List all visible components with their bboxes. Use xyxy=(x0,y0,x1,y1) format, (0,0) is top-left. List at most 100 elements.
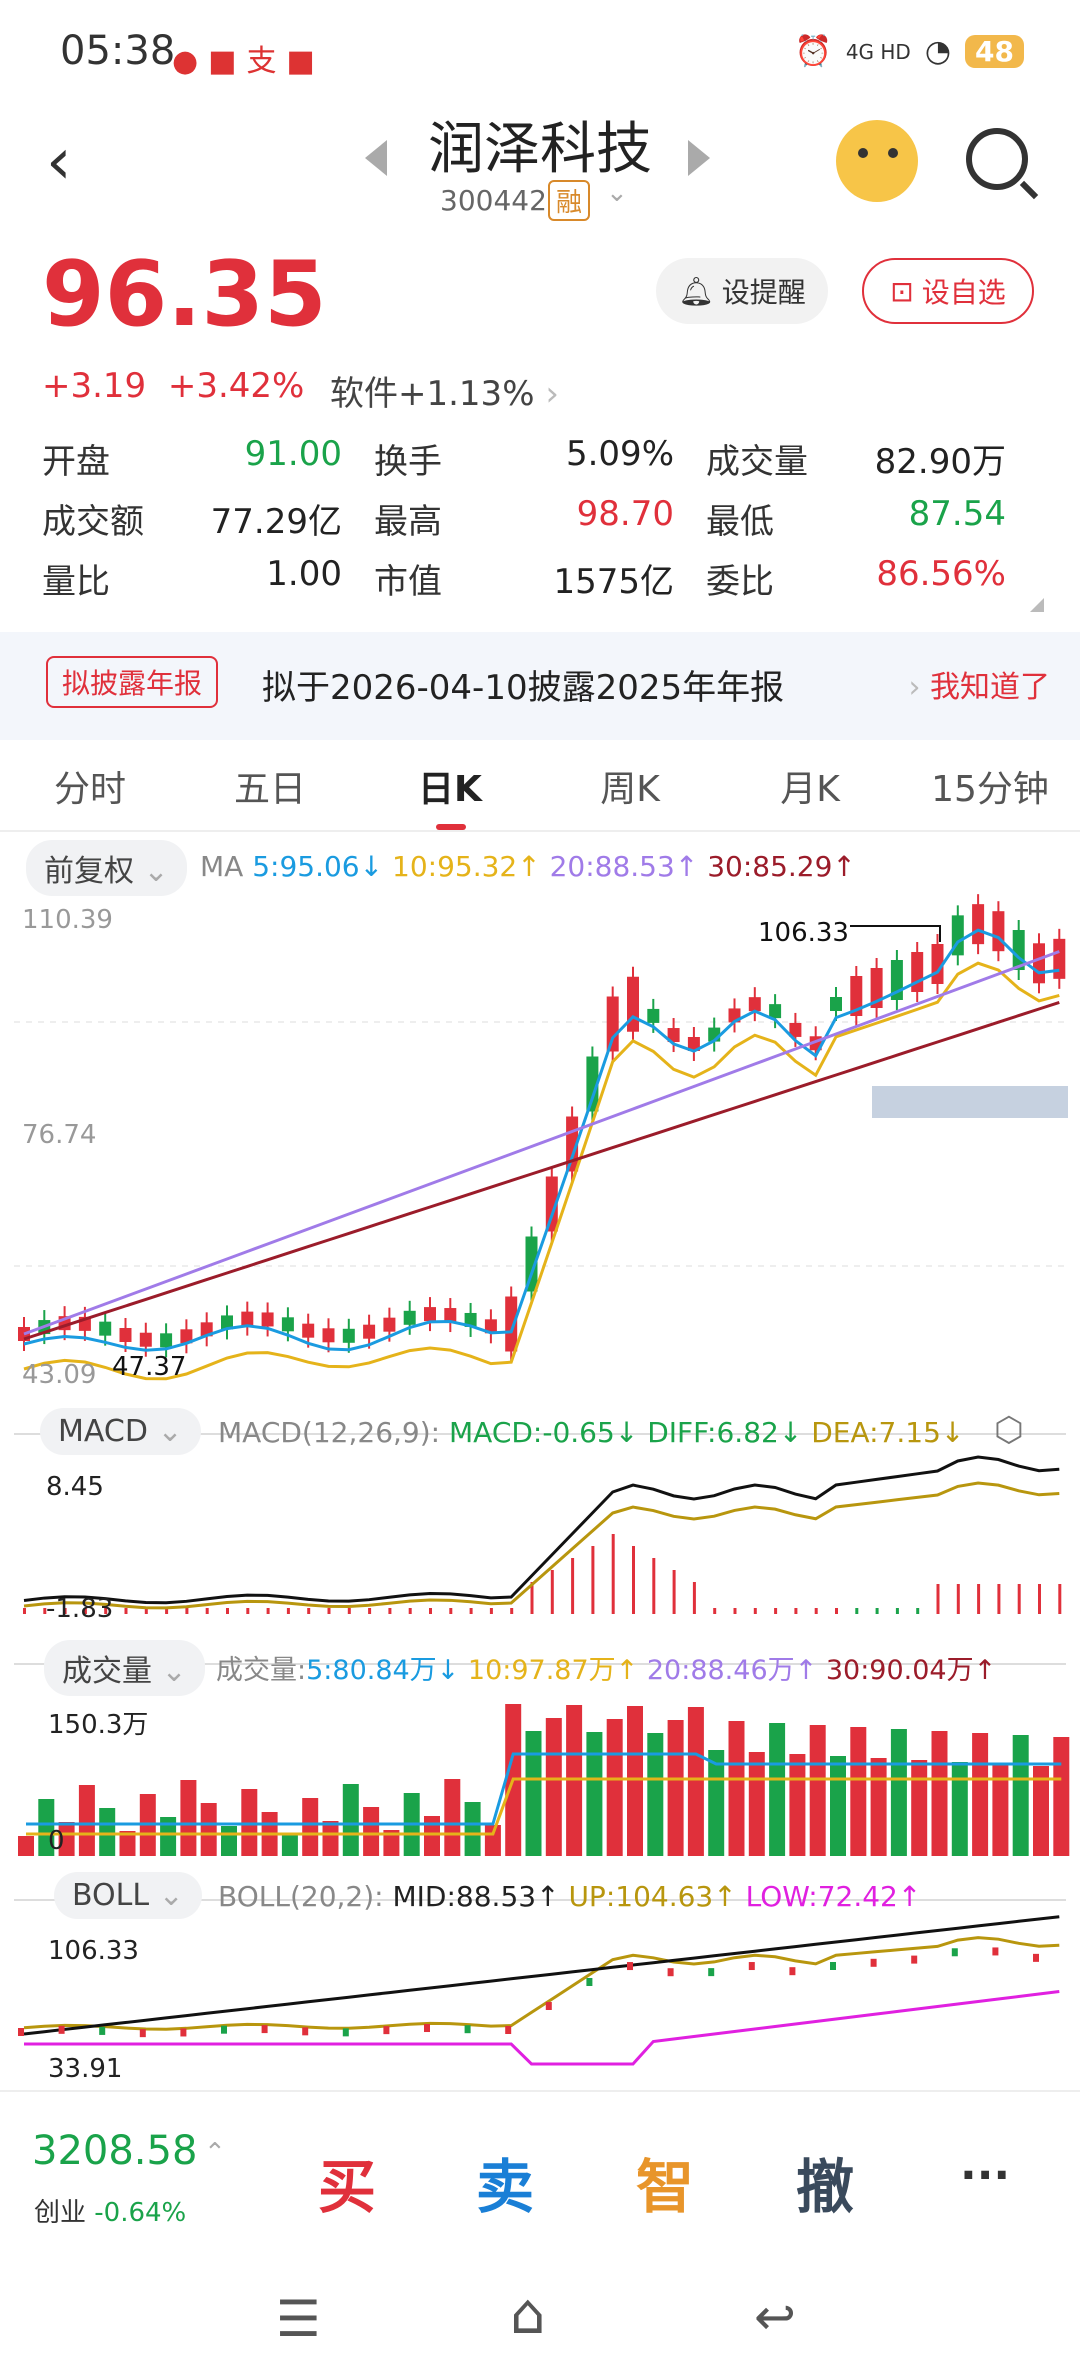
stat-label: 委比 xyxy=(706,561,774,602)
tab-1[interactable]: 五日 xyxy=(233,769,306,810)
candle xyxy=(363,1324,376,1339)
low-mark: 47.37 xyxy=(112,1352,187,1382)
stat-cell: 委比 86.56% xyxy=(706,554,1038,603)
boll-select[interactable]: BOLL ⌄ xyxy=(54,1872,202,1919)
candle xyxy=(1053,938,1066,979)
macd-bar xyxy=(692,1582,696,1614)
stat-cell: 最高 98.70 xyxy=(374,494,706,543)
candle xyxy=(647,1008,660,1023)
macd-bar xyxy=(104,1608,108,1614)
search-icon[interactable] xyxy=(966,128,1028,190)
settings-icon[interactable]: ⬡ xyxy=(994,1410,1024,1450)
dismiss-notice-button[interactable]: › 我知道了 xyxy=(908,670,1050,705)
volume-select[interactable]: 成交量 ⌄ xyxy=(44,1640,205,1696)
macd-bar xyxy=(1058,1584,1062,1614)
adjust-select[interactable]: 前复权 ⌄ xyxy=(26,840,187,896)
notice-text: 拟于2026-04-10披露2025年年报 xyxy=(262,668,785,708)
candle xyxy=(403,1310,416,1325)
dea-line xyxy=(23,1481,1060,1610)
stat-cell: 成交额 77.29亿 xyxy=(42,494,374,543)
notice-tag: 拟披露年报 xyxy=(46,656,219,708)
stat-value: 87.54 xyxy=(908,493,1006,534)
candle xyxy=(748,997,761,1012)
set-alert-button[interactable]: 🔔︎ 设提醒 xyxy=(656,258,828,324)
cancel-order-button[interactable]: 撤 xyxy=(796,2153,855,2221)
kline-chart[interactable] xyxy=(0,834,1080,2090)
macd-bar xyxy=(165,1608,169,1614)
macd-bar xyxy=(388,1608,392,1614)
tab-4[interactable]: 月K xyxy=(780,769,840,810)
macd-bar xyxy=(63,1608,67,1614)
candle xyxy=(322,1328,335,1343)
candle xyxy=(383,1317,396,1332)
candle xyxy=(586,1056,599,1112)
volume-bar xyxy=(1012,1735,1029,1856)
macd-bar xyxy=(591,1546,595,1614)
volume-bar xyxy=(748,1752,765,1856)
macd-bar xyxy=(124,1608,128,1614)
macd-bar xyxy=(733,1608,737,1614)
volume-bar xyxy=(708,1750,725,1856)
candle xyxy=(525,1236,538,1292)
macd-bar xyxy=(1038,1584,1041,1614)
index-value[interactable]: 3208.58 xyxy=(32,2128,198,2174)
tab-2[interactable]: 日K xyxy=(360,750,540,830)
more-button[interactable]: ··· xyxy=(960,2150,1011,2201)
sell-button[interactable]: 卖 xyxy=(476,2153,535,2221)
boll-candle xyxy=(545,2002,552,2010)
home-icon[interactable]: ⌂ xyxy=(510,2282,546,2347)
tab-3[interactable]: 周K xyxy=(600,769,660,810)
boll-candle xyxy=(180,2028,187,2037)
action-bar xyxy=(0,2090,1080,2262)
macd-bar xyxy=(632,1546,635,1614)
stat-cell: 量比 1.00 xyxy=(42,554,374,603)
candle xyxy=(221,1315,233,1330)
price-change: +3.19 +3.42% xyxy=(42,366,305,406)
macd-bar xyxy=(23,1608,26,1614)
macd-bar xyxy=(895,1608,899,1614)
volume-bar xyxy=(850,1727,867,1856)
volume-bar xyxy=(647,1733,664,1856)
stat-value: 77.29亿 xyxy=(210,501,342,542)
tab-5[interactable]: 15分钟 xyxy=(931,769,1049,810)
volume-bar xyxy=(342,1784,359,1856)
tab-0[interactable]: 分时 xyxy=(53,769,126,810)
menu-icon[interactable]: ☰ xyxy=(276,2290,321,2348)
prev-stock-icon[interactable] xyxy=(365,140,387,176)
volume-top: 150.3万 xyxy=(48,1710,149,1740)
boll-low-line xyxy=(24,1990,1060,2066)
volume-bar xyxy=(870,1758,887,1856)
back-nav-icon[interactable]: ↩ xyxy=(754,2288,796,2346)
volume-bar xyxy=(769,1723,786,1856)
mascot-icon[interactable] xyxy=(836,120,918,202)
next-stock-icon[interactable] xyxy=(688,140,710,176)
stock-code: 300442 xyxy=(440,184,547,217)
volume-bar xyxy=(18,1836,34,1856)
macd-select[interactable]: MACD ⌄ xyxy=(40,1408,201,1455)
macd-bar xyxy=(307,1608,311,1614)
boll-mid-line xyxy=(23,1915,1060,2036)
boll-candle xyxy=(221,2025,227,2034)
macd-bar xyxy=(246,1608,250,1614)
divider xyxy=(0,830,1080,832)
volume-bar xyxy=(972,1733,989,1856)
boll-candle xyxy=(830,1962,836,1970)
boll-candle xyxy=(464,2025,471,2034)
volume-bar xyxy=(890,1729,907,1856)
back-icon[interactable]: ‹ xyxy=(46,125,72,199)
expand-corner-icon[interactable] xyxy=(1030,598,1044,612)
volume-bar xyxy=(200,1803,217,1856)
chevron-down-icon[interactable]: ⌄ xyxy=(606,178,628,208)
add-watchlist-button[interactable]: ⊡ 设自选 xyxy=(862,258,1034,324)
smart-button[interactable]: 智 xyxy=(636,2153,695,2221)
buy-button[interactable]: 买 xyxy=(318,2153,377,2221)
volume-bar xyxy=(687,1707,704,1856)
chevron-up-icon[interactable]: ⌃ xyxy=(204,2138,226,2168)
ma-legend: MA 5:95.06↓ 10:95.32↑ 20:88.53↑ 30:85.29… xyxy=(200,850,856,883)
stat-label: 开盘 xyxy=(42,441,110,482)
ma20-line xyxy=(23,950,1060,1336)
boll-candle xyxy=(99,2026,106,2035)
ma30-line xyxy=(23,1000,1060,1341)
sector-link[interactable]: 软件+1.13% › xyxy=(330,374,559,414)
status-time: 05:38 xyxy=(60,28,176,74)
